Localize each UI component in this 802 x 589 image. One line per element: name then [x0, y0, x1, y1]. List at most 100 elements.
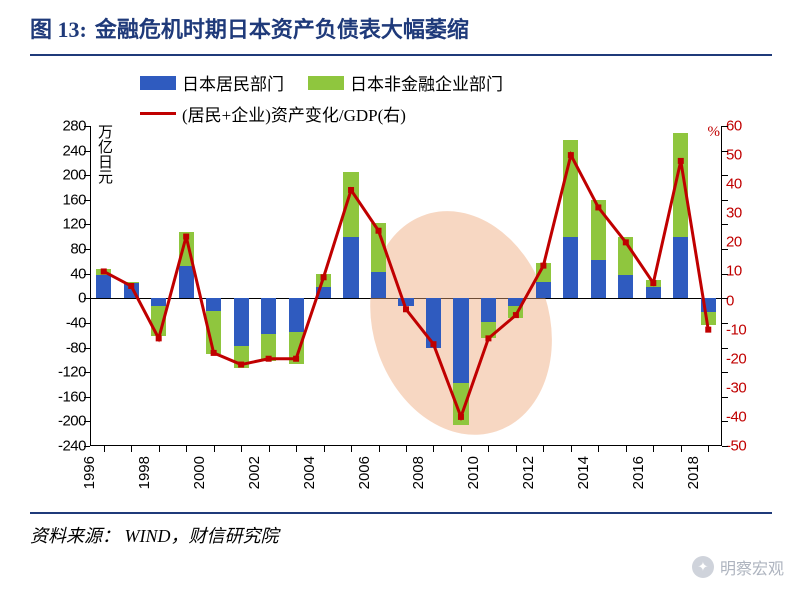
- bar-residents: [398, 298, 413, 305]
- bar-residents: [261, 298, 276, 334]
- chart-title: 图 13: 金融危机时期日本资产负债表大幅萎缩: [0, 0, 802, 50]
- bar-nonfin: [481, 322, 496, 338]
- watermark: ✦ 明察宏观: [692, 555, 784, 579]
- y-right-tick: 40: [726, 176, 742, 193]
- bar-residents: [481, 298, 496, 321]
- axis-line-left: [90, 126, 91, 446]
- x-tick: 2014: [575, 456, 621, 489]
- legend-swatch-nonfin: [308, 76, 344, 90]
- chart-area: 日本居民部门 日本非金融企业部门 (居民+企业)资产变化/GDP(右) 万亿日元…: [30, 66, 772, 506]
- bar-residents: [426, 298, 441, 347]
- x-tick: 2010: [465, 456, 511, 489]
- bar-residents: [701, 298, 716, 312]
- y-right-tick: -20: [726, 350, 746, 367]
- figure-title-text: 金融危机时期日本资产负债表大幅萎缩: [95, 12, 469, 44]
- bar-residents: [234, 298, 249, 346]
- source-label: 资料来源：: [30, 526, 120, 546]
- y-right-tick: -50: [726, 438, 746, 455]
- bar-residents: [179, 266, 194, 298]
- bar-nonfin: [591, 200, 606, 260]
- bar-nonfin: [96, 269, 111, 275]
- legend: 日本居民部门 日本非金融企业部门 (居民+企业)资产变化/GDP(右): [140, 70, 732, 126]
- footer-divider: [30, 512, 772, 514]
- legend-item-nonfin: 日本非金融企业部门: [308, 70, 503, 95]
- bar-residents: [124, 283, 139, 298]
- y-left-tick: 160: [62, 191, 86, 208]
- x-tick: 2018: [685, 456, 731, 489]
- x-tick: 2002: [246, 456, 292, 489]
- wechat-icon: ✦: [692, 556, 714, 578]
- bar-residents: [453, 298, 468, 383]
- bar-nonfin: [536, 263, 551, 283]
- legend-item-residents: 日本居民部门: [140, 70, 284, 95]
- bar-nonfin: [261, 334, 276, 361]
- bar-residents: [96, 275, 111, 298]
- bar-nonfin: [289, 332, 304, 364]
- x-tick: 2008: [410, 456, 456, 489]
- y-right-tick: 0: [726, 292, 734, 309]
- source-line: 资料来源： WIND，财信研究院: [0, 520, 802, 550]
- bar-nonfin: [371, 223, 386, 272]
- source-text: WIND，财信研究院: [125, 526, 279, 546]
- figure-number: 图 13:: [30, 12, 87, 44]
- y-right-tick: 20: [726, 234, 742, 251]
- x-tick: 1996: [81, 456, 127, 489]
- y-right-tick: -30: [726, 379, 746, 396]
- plot-region: [90, 126, 722, 446]
- y-left-tick: -80: [66, 339, 86, 356]
- bar-nonfin: [151, 306, 166, 337]
- y-left-tick: -160: [58, 388, 86, 405]
- y-left-tick: 280: [62, 118, 86, 135]
- bar-residents: [536, 282, 551, 298]
- y-left-tick: 240: [62, 142, 86, 159]
- axis-line-right: [721, 126, 722, 446]
- x-tick: 2000: [191, 456, 237, 489]
- x-tick: 2012: [520, 456, 566, 489]
- x-tick: 2006: [356, 456, 402, 489]
- bar-residents: [646, 287, 661, 298]
- y-right-tick: 50: [726, 147, 742, 164]
- watermark-text: 明察宏观: [720, 555, 784, 579]
- y-right-tick: -40: [726, 408, 746, 425]
- bar-nonfin: [618, 237, 633, 275]
- bar-residents: [371, 272, 386, 298]
- y-left-tick: 200: [62, 167, 86, 184]
- y-left-tick: -200: [58, 413, 86, 430]
- legend-label-line: (居民+企业)资产变化/GDP(右): [182, 101, 406, 126]
- legend-swatch-residents: [140, 76, 176, 90]
- bar-nonfin: [453, 383, 468, 425]
- x-tick: 2004: [301, 456, 347, 489]
- bar-residents: [289, 298, 304, 331]
- y-right-tick: -10: [726, 321, 746, 338]
- y-left-tick: 120: [62, 216, 86, 233]
- bar-residents: [151, 298, 166, 305]
- bar-residents: [673, 237, 688, 299]
- y-left-tick: -40: [66, 314, 86, 331]
- title-divider: [30, 54, 772, 56]
- bar-nonfin: [563, 140, 578, 237]
- bar-nonfin: [673, 133, 688, 236]
- bar-residents: [618, 275, 633, 298]
- bar-residents: [591, 260, 606, 298]
- bar-residents: [508, 298, 523, 305]
- y-axis-right: 6050403020100-10-20-30-40-50: [722, 126, 772, 446]
- x-axis: 1996199820002002200420062008201020122014…: [90, 448, 722, 506]
- bar-nonfin: [646, 280, 661, 287]
- bar-nonfin: [701, 312, 716, 326]
- bar-residents: [316, 287, 331, 298]
- bar-residents: [343, 237, 358, 299]
- bar-nonfin: [508, 306, 523, 318]
- bar-residents: [206, 298, 221, 310]
- bar-residents: [563, 237, 578, 299]
- x-tick: 2016: [630, 456, 676, 489]
- x-tick: 1998: [136, 456, 182, 489]
- line-marker: [705, 327, 711, 333]
- legend-label-residents: 日本居民部门: [182, 70, 284, 95]
- legend-item-line: (居民+企业)资产变化/GDP(右): [140, 101, 732, 126]
- bar-nonfin: [316, 274, 331, 288]
- legend-swatch-line: [140, 112, 176, 115]
- y-left-tick: -240: [58, 438, 86, 455]
- bar-nonfin: [206, 311, 221, 354]
- y-right-tick: 60: [726, 118, 742, 135]
- y-right-tick: 10: [726, 263, 742, 280]
